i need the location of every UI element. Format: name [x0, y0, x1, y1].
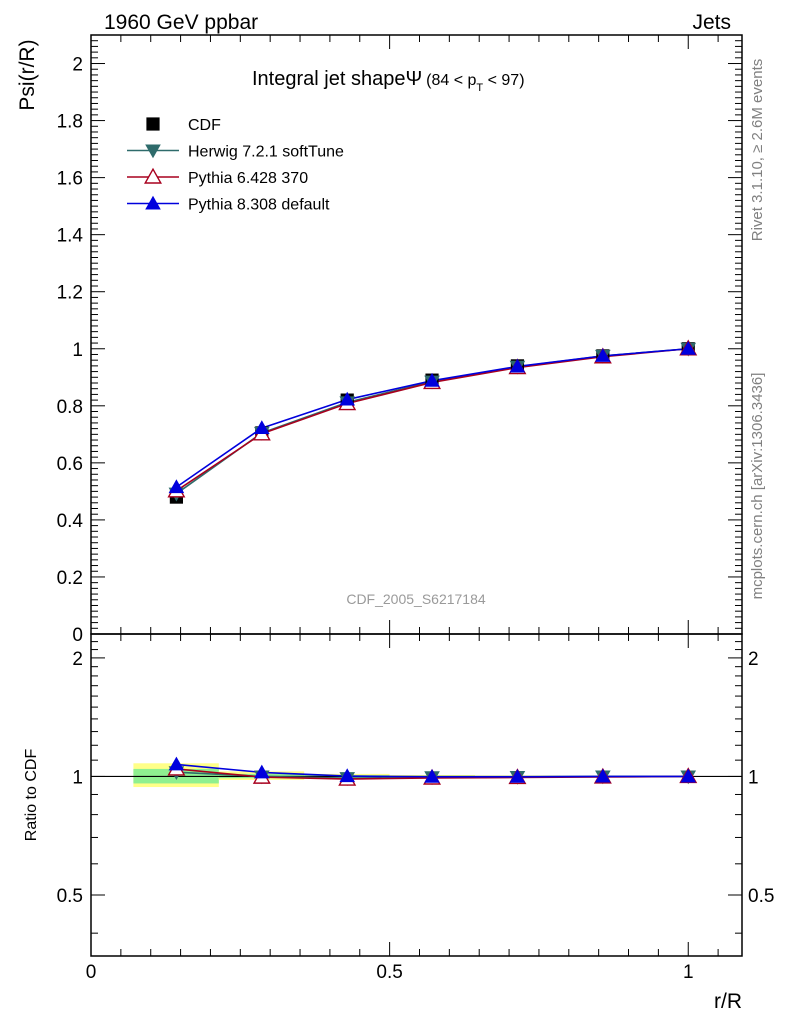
legend-marker [145, 195, 161, 210]
y-tick-label: 1 [72, 340, 83, 361]
ratio-tick-label-right: 0.5 [748, 886, 774, 907]
ratio-axis-ticks: 0 0.5 1 0.5 0.5 1 1 2 2 [57, 634, 774, 983]
data-point [680, 340, 697, 355]
rivet-version-label: Rivet 3.1.10, ≥ 2.6M events [749, 59, 766, 242]
legend-marker [145, 144, 161, 159]
y-tick-label: 1.6 [57, 169, 83, 190]
ratio-data-point [339, 768, 356, 783]
chart-title-sub: (84 < p [426, 72, 476, 89]
y-tick-label: 0.2 [57, 568, 83, 589]
main-axis-ticks: 0 0.2 0.4 0.6 0.8 1 1.2 1.4 1.6 1.8 2 [57, 34, 742, 646]
header-left: 1960 GeV ppbar [104, 11, 258, 34]
ratio-plot-frame [90, 633, 743, 957]
y-tick-label: 1.2 [57, 283, 83, 304]
ratio-data-point [509, 768, 526, 783]
ratio-tick-label: 2 [72, 649, 83, 670]
y-tick-label: 0.6 [57, 454, 83, 475]
ratio-data-point [168, 756, 185, 771]
x-tick-label: 0.5 [376, 962, 402, 983]
x-axis-label: r/R [714, 990, 742, 1013]
data-point [339, 391, 356, 406]
x-tick-label: 1 [683, 962, 694, 983]
x-tick-label: 0 [86, 962, 97, 983]
ratio-tick-label: 0.5 [57, 886, 83, 907]
ratio-y-axis-label: Ratio to CDF [23, 749, 40, 842]
chart-title-main: Integral jet shapeΨ [252, 68, 422, 90]
data-point [509, 358, 526, 373]
chart-title: Integral jet shapeΨ (84 < pT < 97) [252, 68, 525, 94]
chart-title-sub-end: < 97) [483, 72, 524, 89]
data-point [595, 348, 611, 362]
legend-label: Herwig 7.2.1 softTune [188, 144, 344, 161]
y-tick-label: 0.4 [57, 511, 84, 532]
mcplots-label: mcplots.cern.ch [arXiv:1306.3436] [749, 373, 766, 600]
chart-title-sub-index: T [476, 82, 483, 94]
legend-marker [146, 117, 160, 131]
y-tick-label: 1.8 [57, 112, 83, 133]
ratio-data-point [254, 764, 270, 779]
legend-label: Pythia 8.308 default [188, 197, 330, 214]
data-point [168, 479, 185, 494]
legend-label: CDF [188, 117, 221, 134]
ratio-tick-label: 1 [72, 767, 83, 788]
y-tick-label: 2 [72, 55, 83, 76]
y-tick-label: 1.4 [57, 226, 84, 247]
ratio-tick-label-right: 2 [748, 649, 759, 670]
ratio-tick-label-right: 1 [748, 767, 759, 788]
data-point [254, 420, 270, 435]
y-tick-label: 0.8 [57, 397, 83, 418]
data-point [424, 372, 440, 387]
legend-label: Pythia 6.428 370 [188, 170, 308, 187]
header-right: Jets [692, 11, 731, 34]
analysis-watermark: CDF_2005_S6217184 [346, 591, 486, 607]
ratio-data-point [424, 768, 440, 783]
ratio-data-point [680, 768, 697, 783]
y-axis-label: Psi(r/R) [16, 39, 39, 110]
ratio-data-point [595, 768, 611, 783]
legend: CDF Herwig 7.2.1 softTune Pythia 6.428 370… [127, 117, 344, 214]
y-tick-label: 0 [72, 625, 83, 646]
legend-marker [144, 167, 162, 184]
main-series [167, 339, 698, 504]
ratio-series [167, 756, 698, 786]
